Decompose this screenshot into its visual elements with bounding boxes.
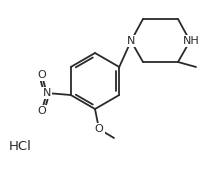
Text: O: O — [37, 106, 46, 116]
Text: O: O — [95, 124, 103, 134]
Text: HCl: HCl — [9, 140, 31, 153]
Text: N: N — [127, 36, 135, 46]
Text: O: O — [37, 70, 46, 80]
Text: NH: NH — [183, 36, 199, 46]
Text: N: N — [43, 88, 51, 98]
